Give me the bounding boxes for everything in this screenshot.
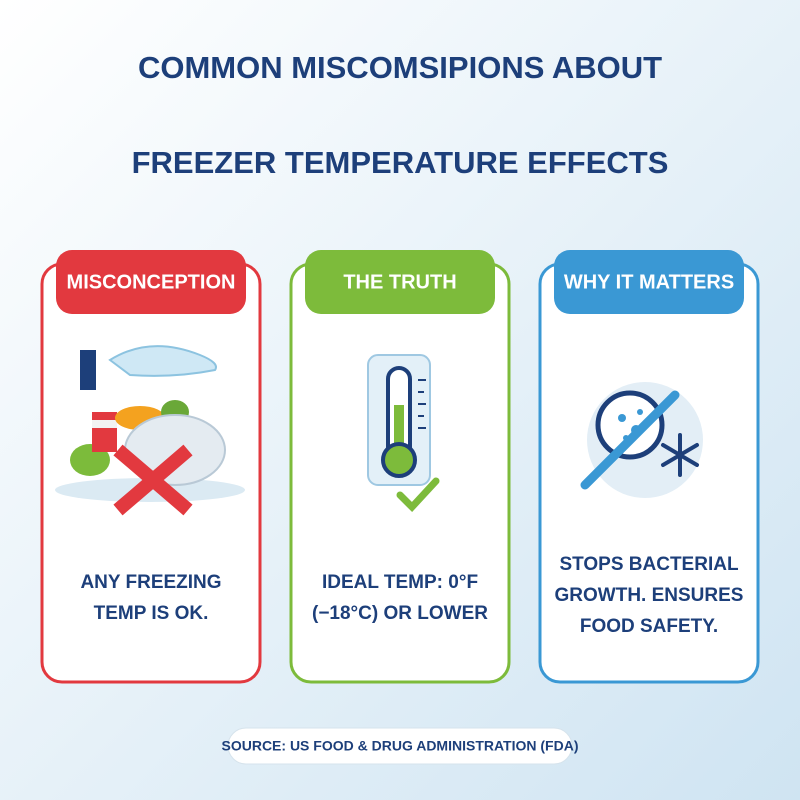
card-body-line: GROWTH. ENSURES xyxy=(555,585,744,606)
card-body-line: TEMP IS OK. xyxy=(94,603,209,624)
source-box: SOURCE: US FOOD & DRUG ADMINISTRATION (F… xyxy=(222,727,579,765)
card-heading: WHY IT MATTERS xyxy=(564,271,734,293)
source-text: SOURCE: US FOOD & DRUG ADMINISTRATION (F… xyxy=(222,738,579,754)
card-heading: THE TRUTH xyxy=(343,271,456,293)
card-header xyxy=(56,250,246,314)
icon-no-bacteria xyxy=(580,382,703,498)
card-header xyxy=(305,250,495,314)
card-body-line: IDEAL TEMP: 0°F xyxy=(322,572,478,593)
card-body-line: FOOD SAFETY. xyxy=(580,616,718,637)
card-header xyxy=(554,250,744,314)
card-heading: MISCONCEPTION xyxy=(67,271,236,293)
card-body-line: (−18°C) OR LOWER xyxy=(312,603,488,624)
title-line: FREEZER TEMPERATURE EFFECTS xyxy=(132,145,669,180)
title-line: COMMON MISCOMSIPIONS ABOUT xyxy=(138,50,662,85)
icon-thermometer xyxy=(367,354,440,513)
card-body-line: STOPS BACTERIAL xyxy=(559,554,739,575)
icon-frozen-food xyxy=(55,345,245,516)
card-body-line: ANY FREEZING xyxy=(80,572,221,593)
source-pill xyxy=(227,727,573,765)
